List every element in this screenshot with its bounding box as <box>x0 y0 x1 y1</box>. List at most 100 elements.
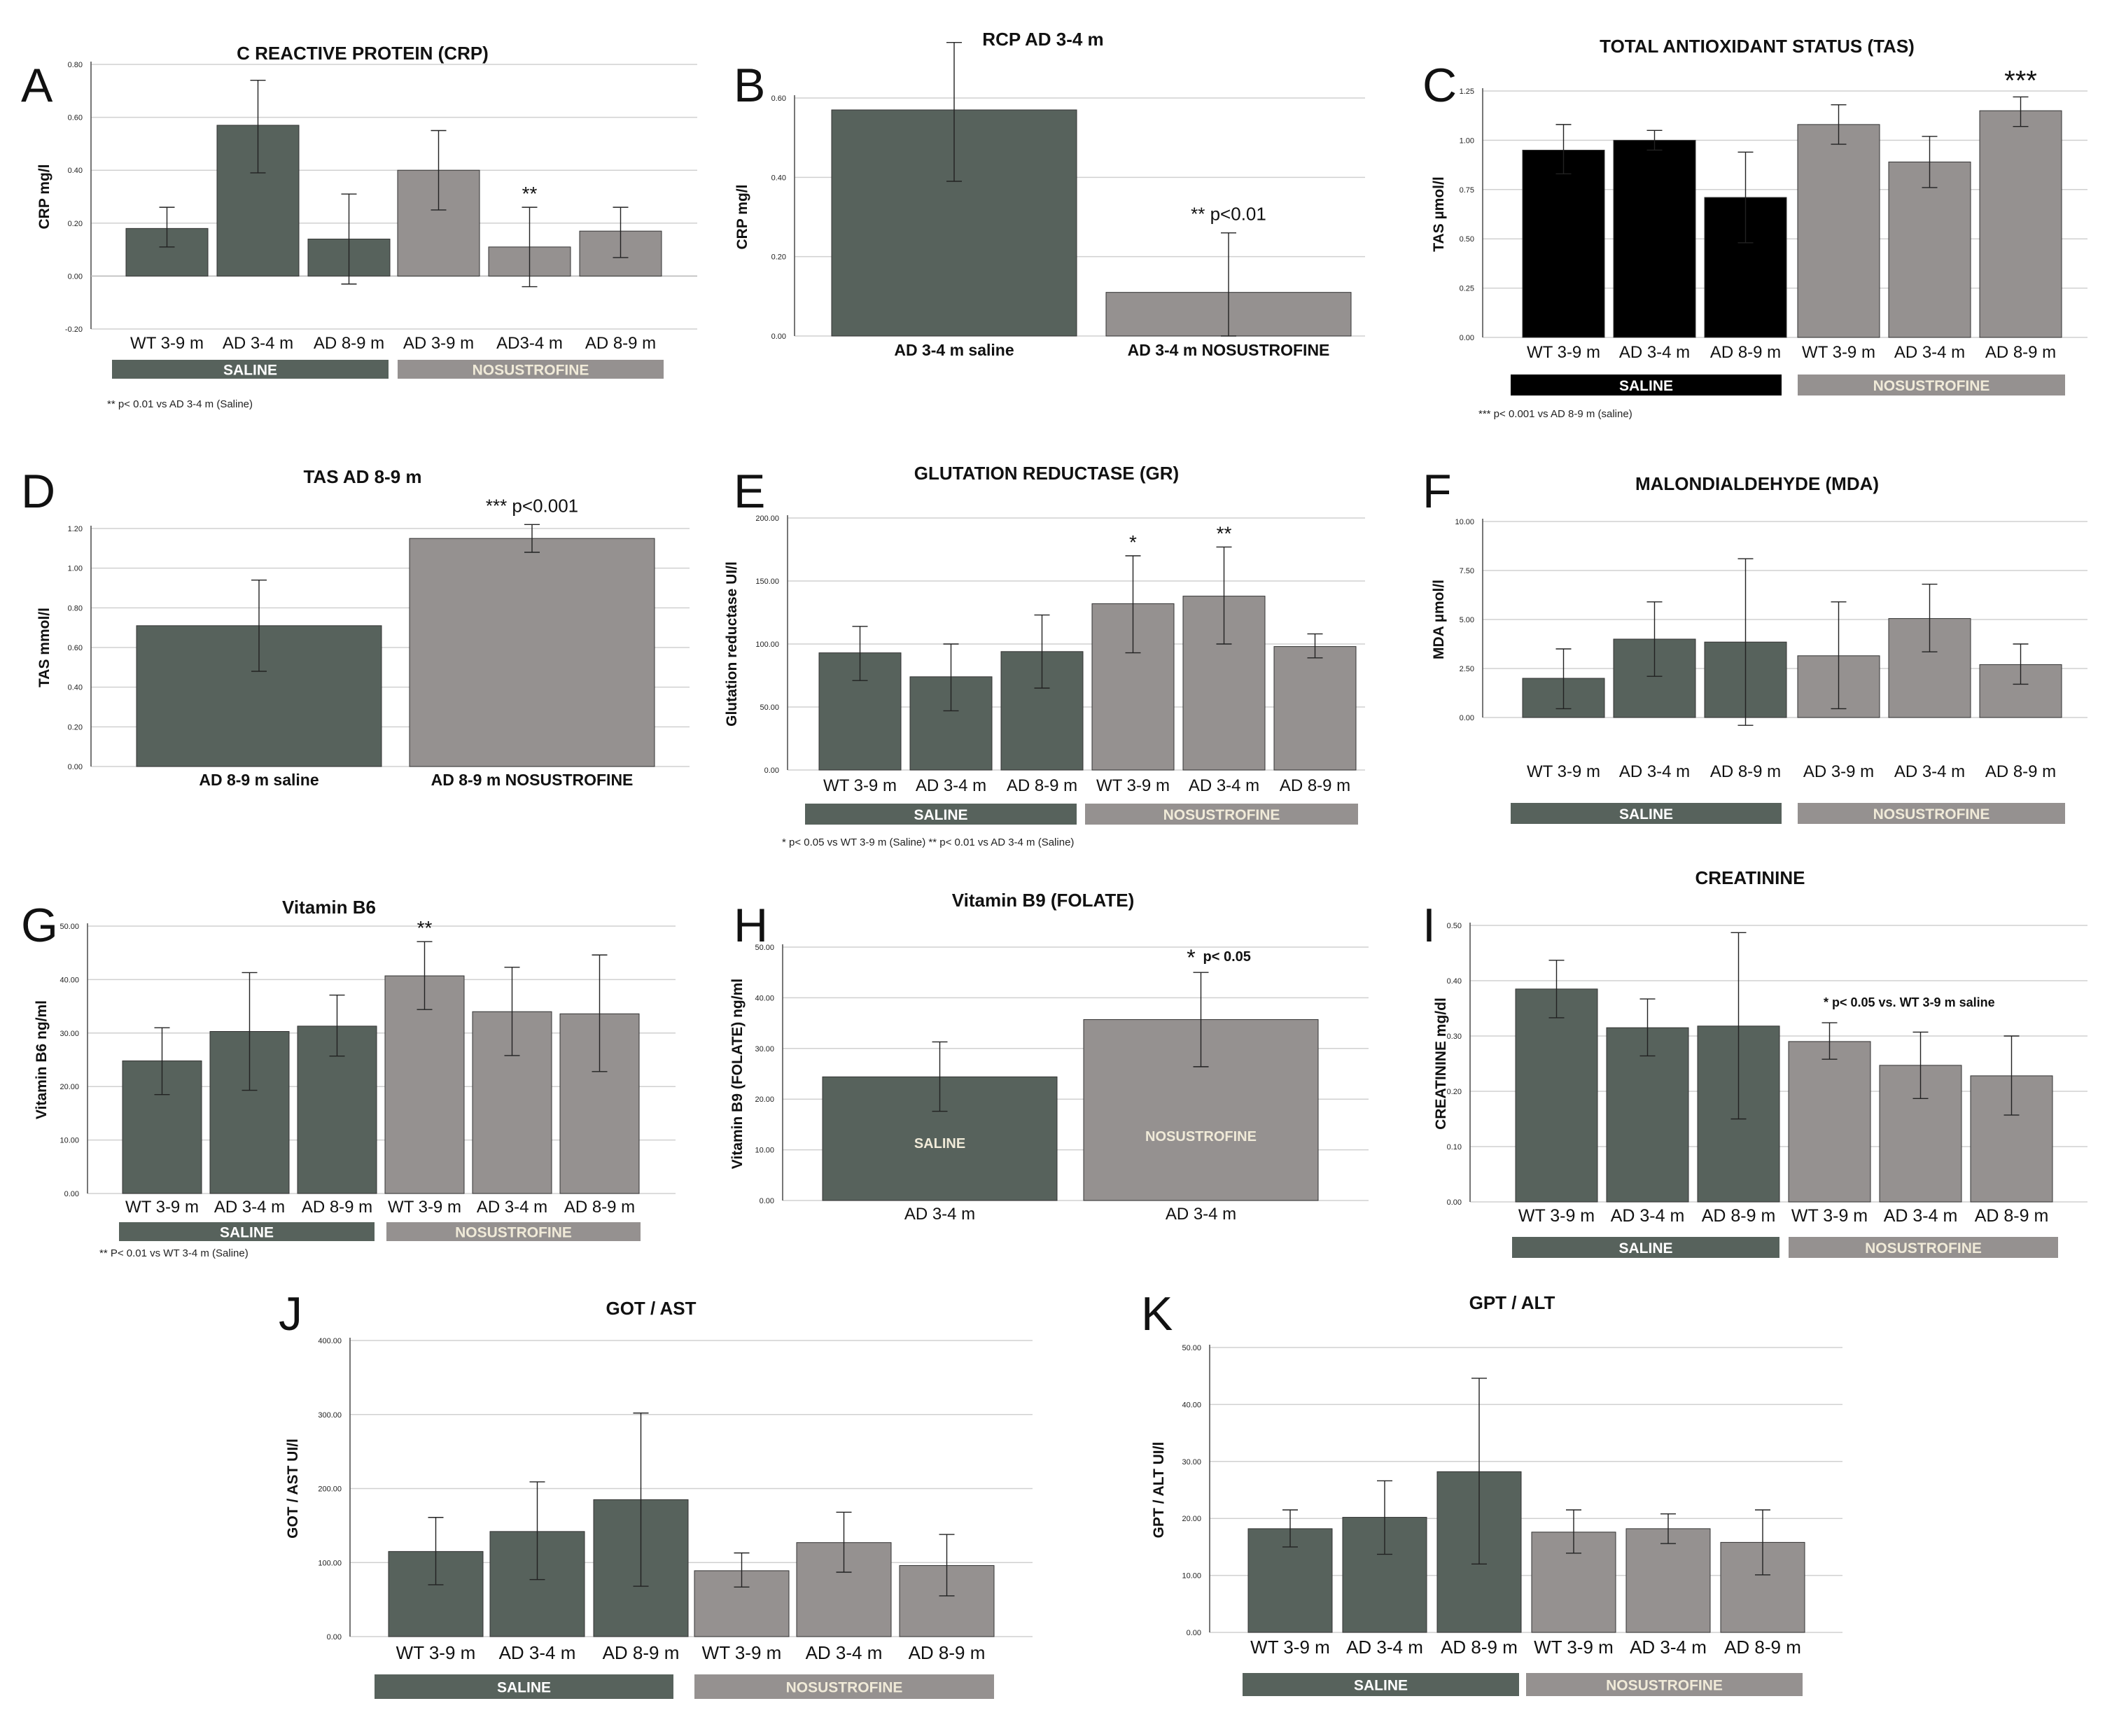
group-band-label: NOSUSTROFINE <box>1606 1678 1723 1694</box>
significance-marker: *** <box>2004 65 2037 96</box>
y-tick-label: 0.00 <box>64 1190 79 1198</box>
significance-label: *** p<0.001 <box>486 495 578 516</box>
y-axis-label: Glutation reductase UI/l <box>724 561 740 727</box>
group-band <box>805 804 1077 825</box>
panel-letter: C <box>1422 59 1457 112</box>
y-tick-label: 0.60 <box>68 114 83 122</box>
y-tick-label: 0.10 <box>1447 1143 1462 1152</box>
y-tick-label: 0.20 <box>1447 1088 1462 1096</box>
y-tick-label: 10.00 <box>755 1147 774 1155</box>
chart-title: MALONDIALDEHYDE (MDA) <box>1635 473 1879 494</box>
category-label: WT 3-9 m <box>1527 343 1600 362</box>
group-band <box>375 1674 673 1699</box>
y-tick-label: 0.20 <box>68 723 83 732</box>
category-label: AD 3-4 m NOSUSTROFINE <box>1128 341 1330 359</box>
y-tick-label: 2.50 <box>1460 665 1474 673</box>
chart-title: TOTAL ANTIOXIDANT STATUS (TAS) <box>1600 36 1915 57</box>
y-tick-label: 0.00 <box>1460 714 1474 722</box>
category-label: AD 3-4 m <box>1894 762 1965 781</box>
panel-i: I CREATININE 0.00 0.10 0.20 0.30 0.40 0.50 CREAT… <box>1422 867 2087 1258</box>
footnote: ** p< 0.01 vs AD 3-4 m (Saline) <box>107 398 253 410</box>
y-tick-label: 0.00 <box>764 766 779 775</box>
y-tick-label: 0.00 <box>1447 1198 1462 1207</box>
y-tick-label: 50.00 <box>60 923 79 931</box>
panel-letter: K <box>1141 1287 1173 1340</box>
y-axis-label: Vitamin B9 (FOLATE) ng/ml <box>729 979 746 1169</box>
bar <box>1979 110 2062 338</box>
y-tick-label: 0.25 <box>1460 285 1474 293</box>
bar <box>1273 646 1357 771</box>
category-label: AD 3-9 m <box>1803 762 1874 781</box>
group-band-label: NOSUSTROFINE <box>1865 1240 1982 1256</box>
category-label: AD 8-9 m <box>1985 762 2056 781</box>
category-label: AD 8-9 m <box>564 1198 635 1217</box>
group-band <box>1085 804 1358 825</box>
y-tick-label: 0.30 <box>1447 1032 1462 1041</box>
category-label: AD 3-4 m <box>1894 343 1965 362</box>
y-tick-label: 40.00 <box>755 994 774 1002</box>
group-band-label: NOSUSTROFINE <box>455 1225 572 1241</box>
group-band-label: NOSUSTROFINE <box>786 1680 903 1696</box>
y-tick-label: 0.20 <box>68 220 83 228</box>
group-band-label: NOSUSTROFINE <box>1873 378 1990 394</box>
panel-g: G Vitamin B6 0.00 10.00 20.00 30.00 40.00 50.00… <box>21 897 676 1259</box>
category-label: WT 3-9 m <box>1534 1637 1614 1658</box>
group-band <box>1789 1237 2058 1258</box>
panel-letter: B <box>734 59 765 112</box>
group-band <box>1798 803 2065 824</box>
panel-letter: I <box>1422 899 1436 952</box>
category-label: WT 3-9 m <box>125 1198 199 1217</box>
group-band <box>112 360 389 379</box>
bar <box>1888 161 1971 338</box>
group-band-label: SALINE <box>1354 1678 1408 1694</box>
y-tick-label: 30.00 <box>1182 1458 1201 1466</box>
chart-title: GPT / ALT <box>1469 1292 1555 1313</box>
category-label: AD 3-4 m <box>1189 776 1259 795</box>
category-label: AD 8-9 m <box>314 334 384 353</box>
y-tick-label: 0.00 <box>68 763 83 771</box>
significance-marker: * <box>1187 945 1195 970</box>
footnote: * p< 0.05 vs WT 3-9 m (Saline) ** p< 0.0… <box>782 836 1074 848</box>
category-label: WT 3-9 m <box>702 1642 782 1663</box>
category-label: AD 3-4 m <box>806 1642 883 1663</box>
category-label: WT 3-9 m <box>823 776 897 795</box>
y-tick-label: 5.00 <box>1460 616 1474 624</box>
significance-marker: ** <box>522 183 538 204</box>
bar-inner-label: SALINE <box>914 1136 965 1152</box>
category-label: AD 3-4 m <box>916 776 986 795</box>
panel-letter: E <box>734 465 765 518</box>
group-band-label: SALINE <box>497 1680 551 1696</box>
y-tick-label: 150.00 <box>755 578 779 586</box>
bar <box>1522 149 1605 338</box>
category-label: WT 3-9 m <box>396 1642 476 1663</box>
footnote: ** P< 0.01 vs WT 3-4 m (Saline) <box>99 1247 249 1259</box>
y-tick-label: 100.00 <box>755 640 779 649</box>
panel-k: K GPT / ALT 0.00 10.00 20.00 30.00 40.00 50.00 G… <box>1141 1287 1842 1696</box>
y-tick-label: 0.60 <box>68 644 83 652</box>
chart-title: CREATININE <box>1695 867 1805 888</box>
y-tick-label: 50.00 <box>760 704 779 712</box>
category-label: AD 3-4 m <box>1166 1205 1236 1224</box>
y-tick-label: 0.00 <box>1460 334 1474 342</box>
y-axis-label: MDA µmol/l <box>1431 580 1447 659</box>
y-tick-label: 20.00 <box>1182 1515 1201 1523</box>
y-tick-label: 0.00 <box>1187 1629 1201 1637</box>
category-label: AD 8-9 m <box>1985 343 2056 362</box>
y-tick-label: 20.00 <box>755 1096 774 1104</box>
y-tick-label: 0.20 <box>771 253 786 262</box>
y-tick-label: 0.00 <box>760 1197 774 1205</box>
category-label: AD 8-9 m <box>603 1642 680 1663</box>
category-label: AD 3-4 m <box>1346 1637 1423 1658</box>
y-tick-label: 0.40 <box>1447 977 1462 986</box>
y-tick-label: 0.75 <box>1460 186 1474 195</box>
y-tick-label: 0.00 <box>327 1633 342 1642</box>
category-label: AD 8-9 m <box>1441 1637 1518 1658</box>
y-tick-label: 10.00 <box>1455 518 1474 526</box>
category-label: AD 3-4 m saline <box>894 341 1014 359</box>
category-label: AD 3-4 m <box>1619 343 1690 362</box>
category-label: WT 3-9 m <box>1802 343 1875 362</box>
significance-marker: ** <box>1217 522 1232 544</box>
panel-letter: G <box>21 899 58 952</box>
y-axis-label: CRP mg/l <box>36 164 53 230</box>
y-tick-label: 20.00 <box>60 1083 79 1091</box>
